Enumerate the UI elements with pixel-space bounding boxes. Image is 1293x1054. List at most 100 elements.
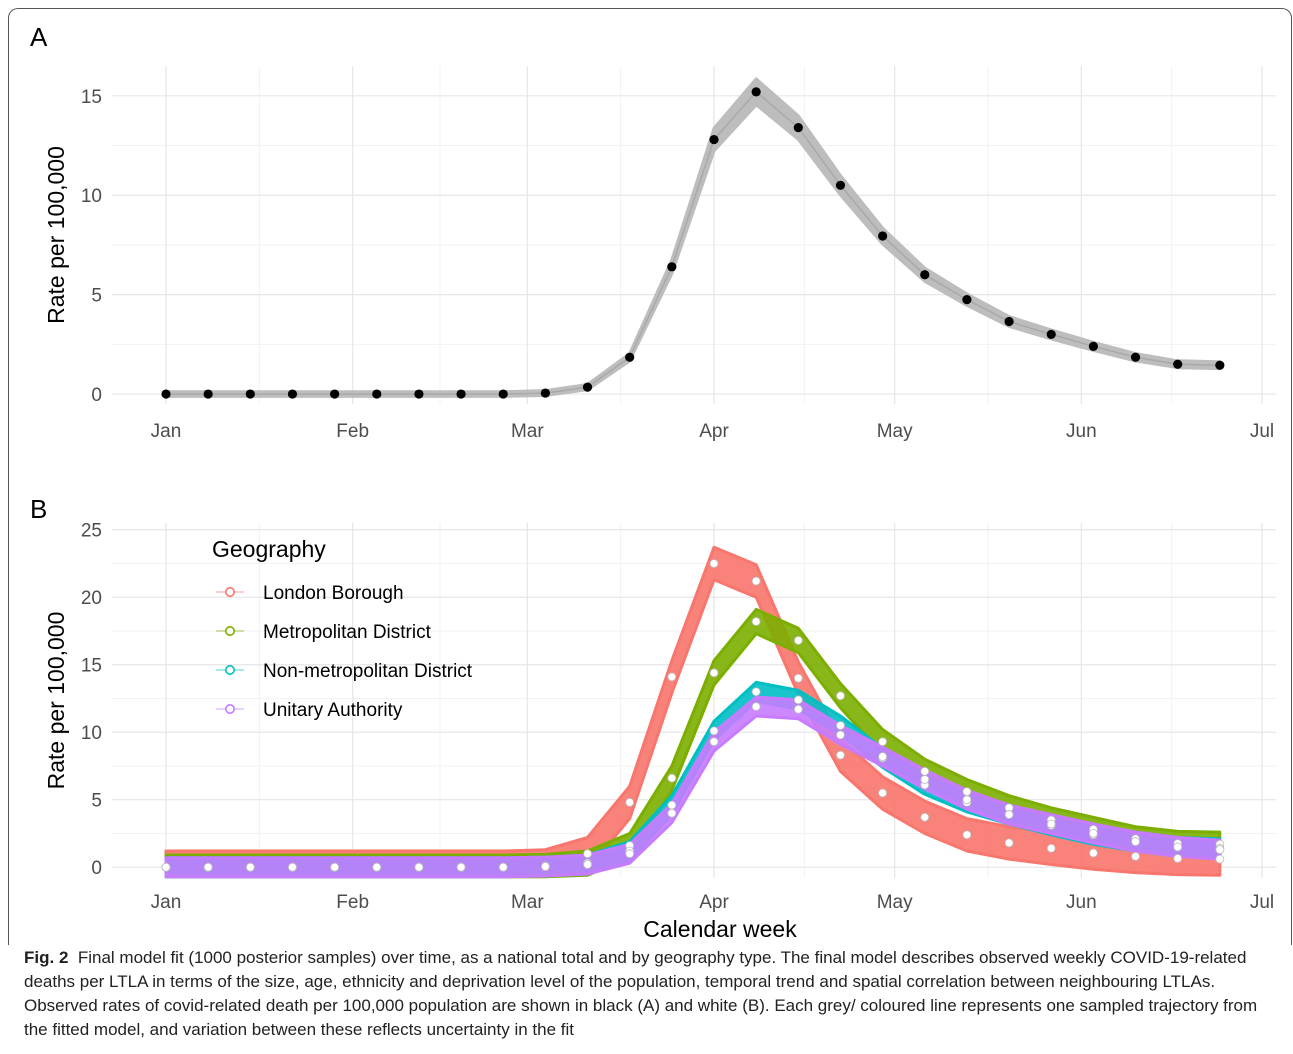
figure-caption: Fig. 2 Final model fit (1000 posterior s… (24, 946, 1274, 1042)
observed-point (582, 382, 593, 392)
observed-point (793, 704, 803, 714)
observed-point (1173, 842, 1183, 852)
observed-point (709, 726, 719, 736)
observed-point (962, 830, 972, 840)
observed-point (245, 862, 255, 872)
legend-label: London Borough (263, 583, 404, 604)
observed-point (1004, 838, 1014, 848)
observed-point (836, 730, 845, 740)
x-tick-label: Apr (699, 421, 729, 442)
observed-point (793, 636, 803, 645)
observed-point (1173, 854, 1183, 863)
observed-point (456, 862, 466, 872)
observed-point (667, 773, 677, 783)
legend-key-marker (225, 664, 236, 675)
observed-point (1046, 843, 1056, 853)
observed-point (709, 668, 719, 678)
observed-point (878, 788, 888, 798)
x-tick-label: Mar (511, 892, 544, 913)
observed-point (667, 262, 677, 272)
y-tick-label: 25 (81, 521, 102, 542)
observed-point (456, 389, 466, 399)
observed-point (203, 389, 213, 399)
x-tick-label: Jun (1066, 421, 1097, 442)
observed-point (1088, 848, 1098, 858)
observed-point (372, 389, 382, 399)
x-tick-label: Feb (336, 421, 369, 442)
observed-point (878, 737, 888, 747)
legend-key-marker (225, 703, 236, 714)
legend-label: Unitary Authority (263, 700, 403, 721)
observed-point (498, 862, 508, 872)
observed-point (372, 862, 382, 872)
y-axis-title: Rate per 100,000 (43, 612, 69, 790)
x-tick-label: Jan (151, 421, 182, 442)
observed-point (1215, 845, 1225, 855)
y-tick-label: 15 (81, 87, 102, 108)
figure-charts: 0 5 10 15 Jan Feb Mar Apr May Jun Jul Rate per 100,… (43, 66, 1276, 942)
observed-point (1004, 810, 1014, 819)
x-tick-label: May (877, 892, 913, 913)
y-tick-label: 5 (91, 286, 102, 307)
observed-point (1130, 352, 1141, 362)
observed-point (498, 389, 508, 399)
observed-point (1088, 829, 1098, 838)
y-tick-label: 20 (81, 588, 102, 609)
y-tick-label: 0 (91, 385, 102, 406)
observed-point (1215, 360, 1225, 370)
observed-point (793, 695, 803, 705)
observed-point (625, 849, 635, 859)
x-axis-title: Calendar week (643, 916, 797, 942)
observed-point (245, 389, 255, 399)
legend-key-marker (225, 625, 236, 636)
caption-text: Final model fit (1000 posterior samples)… (24, 948, 1258, 1039)
observed-point (1173, 359, 1183, 369)
observed-point (1046, 329, 1056, 340)
fit-median-line (166, 90, 1220, 395)
legend-label: Non-metropolitan District (263, 661, 473, 682)
observed-point (836, 691, 845, 701)
y-tick-label: 0 (91, 858, 102, 879)
observed-point (203, 862, 213, 872)
observed-point (288, 862, 297, 872)
observed-point (709, 559, 719, 568)
observed-point (414, 862, 424, 872)
x-tick-label: Jun (1066, 892, 1097, 913)
observed-point (751, 617, 761, 626)
observed-point (962, 787, 972, 797)
y-tick-label: 10 (81, 186, 102, 207)
observed-point (751, 87, 761, 97)
observed-point (709, 737, 719, 747)
y-tick-label: 10 (81, 723, 102, 744)
x-tick-label: Jan (151, 892, 182, 913)
legend-label: Metropolitan District (263, 622, 432, 643)
x-tick-label: Feb (336, 892, 369, 913)
observed-point (836, 721, 845, 730)
y-tick-label: 15 (81, 656, 102, 677)
observed-point (161, 389, 171, 399)
panel-b-label: B (30, 494, 48, 524)
legend-key-marker (225, 586, 236, 597)
observed-point (709, 134, 719, 145)
legend-title: Geography (212, 536, 326, 562)
y-axis-title: Rate per 100,000 (43, 146, 69, 324)
fit-band (164, 77, 1222, 398)
observed-point (540, 388, 550, 398)
observed-point (1131, 837, 1140, 846)
observed-point (414, 389, 424, 399)
observed-point (751, 576, 761, 586)
observed-point (962, 795, 972, 805)
observed-point (330, 862, 340, 872)
observed-point (878, 752, 888, 761)
observed-point (667, 808, 677, 818)
observed-point (625, 352, 635, 362)
observed-point (1088, 341, 1098, 351)
x-tick-label: May (877, 421, 913, 442)
observed-point (583, 860, 592, 869)
observed-point (1046, 819, 1056, 829)
observed-point (1131, 852, 1140, 861)
observed-point (793, 123, 803, 133)
observed-point (836, 750, 845, 760)
observed-point (920, 766, 930, 776)
observed-point (625, 798, 635, 807)
